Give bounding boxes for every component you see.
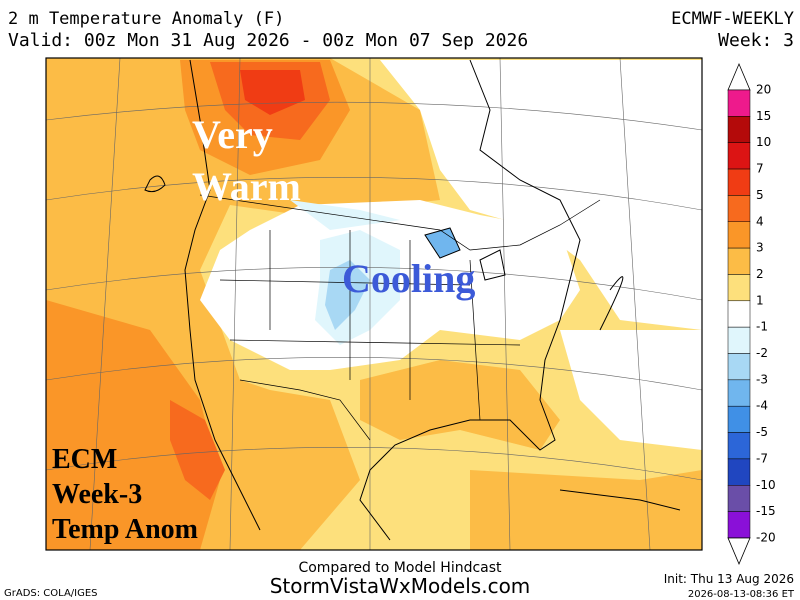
anomaly-region bbox=[290, 200, 400, 230]
colorbar-label: 1 bbox=[756, 293, 764, 307]
colorbar-bin bbox=[727, 458, 751, 486]
colorbar-bin bbox=[727, 326, 751, 354]
colorbar-label: -7 bbox=[756, 451, 768, 465]
colorbar-bin bbox=[727, 195, 751, 222]
colorbar-bin bbox=[727, 432, 751, 460]
colorbar-label: -10 bbox=[756, 478, 776, 492]
colorbar-bin bbox=[727, 142, 751, 170]
colorbar-label: -3 bbox=[756, 372, 768, 386]
week: Week: 3 bbox=[718, 30, 794, 51]
colorbar-bin bbox=[727, 405, 751, 433]
grid-line bbox=[89, 58, 651, 550]
colorbar-bin bbox=[727, 353, 751, 381]
annotation: Very bbox=[192, 112, 273, 157]
colorbar-bin bbox=[727, 274, 751, 302]
colorbar-bin bbox=[727, 511, 751, 539]
anomaly-region bbox=[470, 470, 702, 550]
colorbar-label: -20 bbox=[756, 530, 776, 544]
anomaly-region bbox=[325, 260, 370, 330]
model-name: ECMWF-WEEKLY bbox=[671, 9, 794, 29]
colorbar-cap bbox=[727, 62, 751, 91]
contour bbox=[144, 175, 624, 331]
state-border bbox=[199, 194, 601, 441]
anomaly-region bbox=[46, 300, 220, 550]
init-time: Init: Thu 13 Aug 2026 bbox=[664, 572, 794, 586]
colorbar-label: 3 bbox=[756, 241, 764, 255]
colorbar-bin bbox=[727, 221, 751, 249]
colorbar-bin bbox=[727, 300, 751, 328]
colorbar-label: 7 bbox=[756, 162, 764, 176]
annotation: Cooling bbox=[342, 256, 475, 301]
colorbar-label: 10 bbox=[756, 135, 771, 149]
colorbar-label: 20 bbox=[756, 83, 771, 97]
colorbar-label: 5 bbox=[756, 188, 764, 202]
colorbar-bin bbox=[727, 247, 751, 275]
colorbar-bin bbox=[727, 89, 751, 117]
annotation: Week-3 bbox=[52, 479, 142, 510]
map bbox=[46, 58, 702, 550]
colorbar-label: 4 bbox=[756, 214, 764, 228]
colorbar-label: -2 bbox=[756, 346, 768, 360]
colorbar-cap bbox=[727, 537, 751, 565]
great-lakes bbox=[424, 227, 506, 281]
map-frame bbox=[45, 57, 703, 551]
timestamp: 2026-08-13-08:36 ET bbox=[688, 589, 795, 600]
annotation: Temp Anom bbox=[52, 514, 198, 545]
colorbar-bin bbox=[727, 168, 751, 196]
colorbar-label: 2 bbox=[756, 267, 764, 281]
anomaly-region bbox=[560, 330, 702, 450]
annotation: ECM bbox=[52, 444, 117, 475]
anomaly-region bbox=[425, 228, 460, 258]
footer-note: Compared to Model Hindcast bbox=[298, 560, 502, 576]
colorbar: 20 15 10 7 5 4 3 2 1 -1 -2 -3 -4 -5 -7 -10 -15 -20 bbox=[727, 62, 776, 565]
valid-time: Valid: 00z Mon 31 Aug 2026 - 00z Mon 07 … bbox=[8, 30, 528, 51]
colorbar-bin bbox=[727, 116, 751, 143]
colorbar-bin bbox=[727, 485, 751, 512]
grid-line bbox=[46, 101, 702, 481]
anomaly-region bbox=[380, 60, 702, 330]
colorbar-label: -5 bbox=[756, 425, 768, 439]
footer-grads: GrADS: COLA/IGES bbox=[4, 588, 98, 599]
coastline bbox=[184, 59, 681, 541]
title: 2 m Temperature Anomaly (F) bbox=[8, 9, 284, 29]
colorbar-label: -1 bbox=[756, 320, 768, 334]
colorbar-label: -15 bbox=[756, 504, 776, 518]
colorbar-label: -4 bbox=[756, 399, 768, 413]
annotation: Warm bbox=[192, 164, 301, 209]
anomaly-region bbox=[170, 400, 225, 500]
footer-site: StormVistaWxModels.com bbox=[270, 574, 531, 598]
colorbar-label: 15 bbox=[756, 109, 771, 123]
colorbar-bin bbox=[727, 379, 751, 407]
